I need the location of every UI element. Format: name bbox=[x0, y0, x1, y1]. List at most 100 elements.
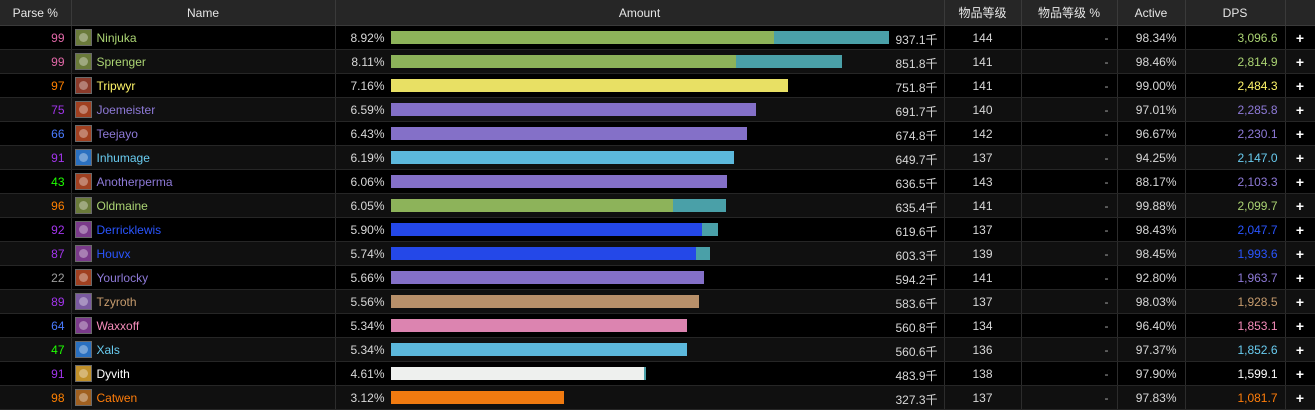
player-name[interactable]: Ninjuka bbox=[96, 30, 137, 45]
item-level-pct: - bbox=[1021, 217, 1118, 242]
amount-bar bbox=[390, 175, 887, 188]
expand-plus-icon[interactable]: + bbox=[1285, 265, 1315, 290]
player-name[interactable]: Dyvith bbox=[96, 366, 130, 381]
header-item-level[interactable]: 物品等级 bbox=[944, 0, 1022, 26]
player-name-cell[interactable]: Houvx bbox=[71, 241, 336, 266]
table-row[interactable]: 87 Houvx 5.74% 603.3千 139-98.45% 1,993.6 + bbox=[0, 241, 1315, 266]
player-name[interactable]: Tzyroth bbox=[96, 294, 137, 309]
player-name[interactable]: Houvx bbox=[96, 246, 131, 261]
amount-cell: 5.66% 594.2千 bbox=[335, 265, 945, 290]
expand-plus-icon[interactable]: + bbox=[1285, 241, 1315, 266]
item-level-pct: - bbox=[1021, 385, 1118, 410]
expand-plus-icon[interactable]: + bbox=[1285, 97, 1315, 122]
active-percent: 98.46% bbox=[1117, 49, 1186, 74]
player-name[interactable]: Catwen bbox=[96, 390, 138, 405]
player-name[interactable]: Tripwyr bbox=[96, 78, 136, 93]
spec-icon bbox=[74, 173, 92, 190]
player-name[interactable]: Sprenger bbox=[96, 54, 146, 69]
table-row[interactable]: 97 Tripwyr 7.16% 751.8千 141-99.00% 2,484.3 + bbox=[0, 73, 1315, 98]
header-active[interactable]: Active bbox=[1117, 0, 1186, 26]
table-row[interactable]: 75 Joemeister 6.59% 691.7千 140-97.01% 2,285.8… bbox=[0, 97, 1315, 122]
player-name[interactable]: Teejayo bbox=[96, 126, 138, 141]
amount-cell: 5.74% 603.3千 bbox=[335, 241, 945, 266]
amount-bar bbox=[390, 391, 887, 404]
amount-bar bbox=[390, 343, 887, 356]
parse-percent: 91 bbox=[0, 145, 72, 170]
amount-bar bbox=[390, 367, 887, 380]
table-row[interactable]: 43 Anotherperma 6.06% 636.5千 143-88.17% 2,103… bbox=[0, 169, 1315, 194]
item-level: 141 bbox=[944, 265, 1022, 290]
parse-percent: 99 bbox=[0, 49, 72, 74]
expand-plus-icon[interactable]: + bbox=[1285, 25, 1315, 50]
expand-plus-icon[interactable]: + bbox=[1285, 361, 1315, 386]
player-name[interactable]: Inhumage bbox=[96, 150, 150, 165]
header-amount[interactable]: Amount bbox=[335, 0, 945, 26]
player-name-cell[interactable]: Derricklewis bbox=[71, 217, 336, 242]
dps-value: 3,096.6 bbox=[1185, 25, 1286, 50]
dps-value: 2,103.3 bbox=[1185, 169, 1286, 194]
table-row[interactable]: 66 Teejayo 6.43% 674.8千 142-96.67% 2,230.1 + bbox=[0, 121, 1315, 146]
player-name-cell[interactable]: Joemeister bbox=[71, 97, 336, 122]
expand-plus-icon[interactable]: + bbox=[1285, 289, 1315, 314]
table-row[interactable]: 99 Sprenger 8.11% 851.8千 141-98.46% 2,814.9 + bbox=[0, 49, 1315, 74]
amount-value: 649.7千 bbox=[895, 153, 938, 167]
table-row[interactable]: 22 Yourlocky 5.66% 594.2千 141-92.80% 1,963.7 + bbox=[0, 265, 1315, 290]
dps-value: 1,081.7 bbox=[1185, 385, 1286, 410]
active-percent: 98.34% bbox=[1117, 25, 1186, 50]
player-name-cell[interactable]: Tripwyr bbox=[71, 73, 336, 98]
table-row[interactable]: 91 Inhumage 6.19% 649.7千 137-94.25% 2,147.0 + bbox=[0, 145, 1315, 170]
amount-value: 603.3千 bbox=[895, 249, 938, 263]
player-name-cell[interactable]: Catwen bbox=[71, 385, 336, 410]
header-name[interactable]: Name bbox=[71, 0, 336, 26]
amount-bar-primary bbox=[390, 199, 673, 212]
table-row[interactable]: 98 Catwen 3.12% 327.3千 137-97.83% 1,081.7 + bbox=[0, 385, 1315, 410]
player-name-cell[interactable]: Inhumage bbox=[71, 145, 336, 170]
expand-plus-icon[interactable]: + bbox=[1285, 313, 1315, 338]
expand-plus-icon[interactable]: + bbox=[1285, 49, 1315, 74]
player-name-cell[interactable]: Waxxoff bbox=[71, 313, 336, 338]
player-name[interactable]: Oldmaine bbox=[96, 198, 148, 213]
player-name-cell[interactable]: Ninjuka bbox=[71, 25, 336, 50]
amount-bar-secondary bbox=[773, 31, 889, 44]
table-row[interactable]: 89 Tzyroth 5.56% 583.6千 137-98.03% 1,928.5 + bbox=[0, 289, 1315, 314]
player-name-cell[interactable]: Tzyroth bbox=[71, 289, 336, 314]
expand-plus-icon[interactable]: + bbox=[1285, 73, 1315, 98]
active-percent: 99.00% bbox=[1117, 73, 1186, 98]
table-row[interactable]: 96 Oldmaine 6.05% 635.4千 141-99.88% 2,099.7 + bbox=[0, 193, 1315, 218]
player-name-cell[interactable]: Dyvith bbox=[71, 361, 336, 386]
expand-plus-icon[interactable]: + bbox=[1285, 169, 1315, 194]
player-name[interactable]: Xals bbox=[96, 342, 120, 357]
item-level: 137 bbox=[944, 289, 1022, 314]
expand-plus-icon[interactable]: + bbox=[1285, 193, 1315, 218]
amount-percent: 3.12% bbox=[350, 391, 385, 405]
player-name[interactable]: Derricklewis bbox=[96, 222, 162, 237]
expand-plus-icon[interactable]: + bbox=[1285, 337, 1315, 362]
amount-value: 594.2千 bbox=[895, 273, 938, 287]
table-row[interactable]: 99 Ninjuka 8.92% 937.1千 144-98.34% 3,096.6 + bbox=[0, 25, 1315, 50]
amount-value: 937.1千 bbox=[895, 33, 938, 47]
player-name[interactable]: Waxxoff bbox=[96, 318, 140, 333]
player-name-cell[interactable]: Oldmaine bbox=[71, 193, 336, 218]
header-parse[interactable]: Parse % bbox=[0, 0, 72, 26]
table-row[interactable]: 91 Dyvith 4.61% 483.9千 138-97.90% 1,599.1 + bbox=[0, 361, 1315, 386]
player-name[interactable]: Joemeister bbox=[96, 102, 156, 117]
table-row[interactable]: 47 Xals 5.34% 560.6千 136-97.37% 1,852.6 + bbox=[0, 337, 1315, 362]
table-row[interactable]: 92 Derricklewis 5.90% 619.6千 137-98.43% 2,047… bbox=[0, 217, 1315, 242]
amount-bar bbox=[390, 103, 887, 116]
player-name-cell[interactable]: Sprenger bbox=[71, 49, 336, 74]
player-name-cell[interactable]: Yourlocky bbox=[71, 265, 336, 290]
item-level: 143 bbox=[944, 169, 1022, 194]
header-item-level-pct[interactable]: 物品等级 % bbox=[1021, 0, 1118, 26]
player-name[interactable]: Yourlocky bbox=[96, 270, 149, 285]
player-name-cell[interactable]: Xals bbox=[71, 337, 336, 362]
expand-plus-icon[interactable]: + bbox=[1285, 121, 1315, 146]
expand-plus-icon[interactable]: + bbox=[1285, 145, 1315, 170]
player-name-cell[interactable]: Teejayo bbox=[71, 121, 336, 146]
player-name-cell[interactable]: Anotherperma bbox=[71, 169, 336, 194]
expand-plus-icon[interactable]: + bbox=[1285, 385, 1315, 410]
parse-percent: 91 bbox=[0, 361, 72, 386]
header-dps[interactable]: DPS bbox=[1185, 0, 1286, 26]
expand-plus-icon[interactable]: + bbox=[1285, 217, 1315, 242]
player-name[interactable]: Anotherperma bbox=[96, 174, 173, 189]
table-row[interactable]: 64 Waxxoff 5.34% 560.8千 134-96.40% 1,853.1 + bbox=[0, 313, 1315, 338]
